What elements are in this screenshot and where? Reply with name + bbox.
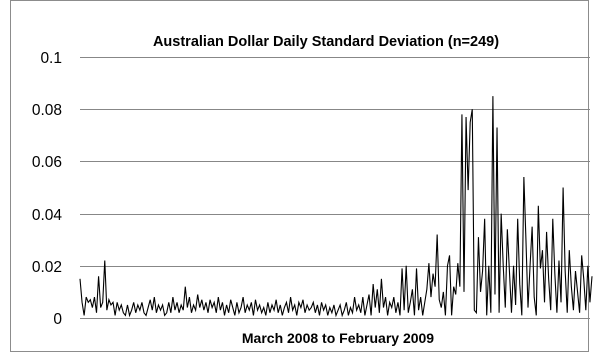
y-tick-label: 0.1 — [40, 50, 62, 67]
y-tick-label: 0.08 — [32, 102, 62, 119]
x-axis-label: March 2008 to February 2009 — [242, 330, 434, 346]
series-line — [79, 96, 593, 318]
y-tick-label: 0.04 — [32, 207, 63, 224]
y-axis-tick-labels: 0 0.02 0.04 0.06 0.08 0.1 — [32, 50, 63, 328]
y-tick-label: 0.06 — [32, 154, 62, 171]
chart-title: Australian Dollar Daily Standard Deviati… — [153, 34, 499, 50]
y-tick-label: 0 — [53, 311, 62, 328]
y-tick-label: 0.02 — [32, 259, 62, 276]
gridlines — [80, 57, 590, 319]
